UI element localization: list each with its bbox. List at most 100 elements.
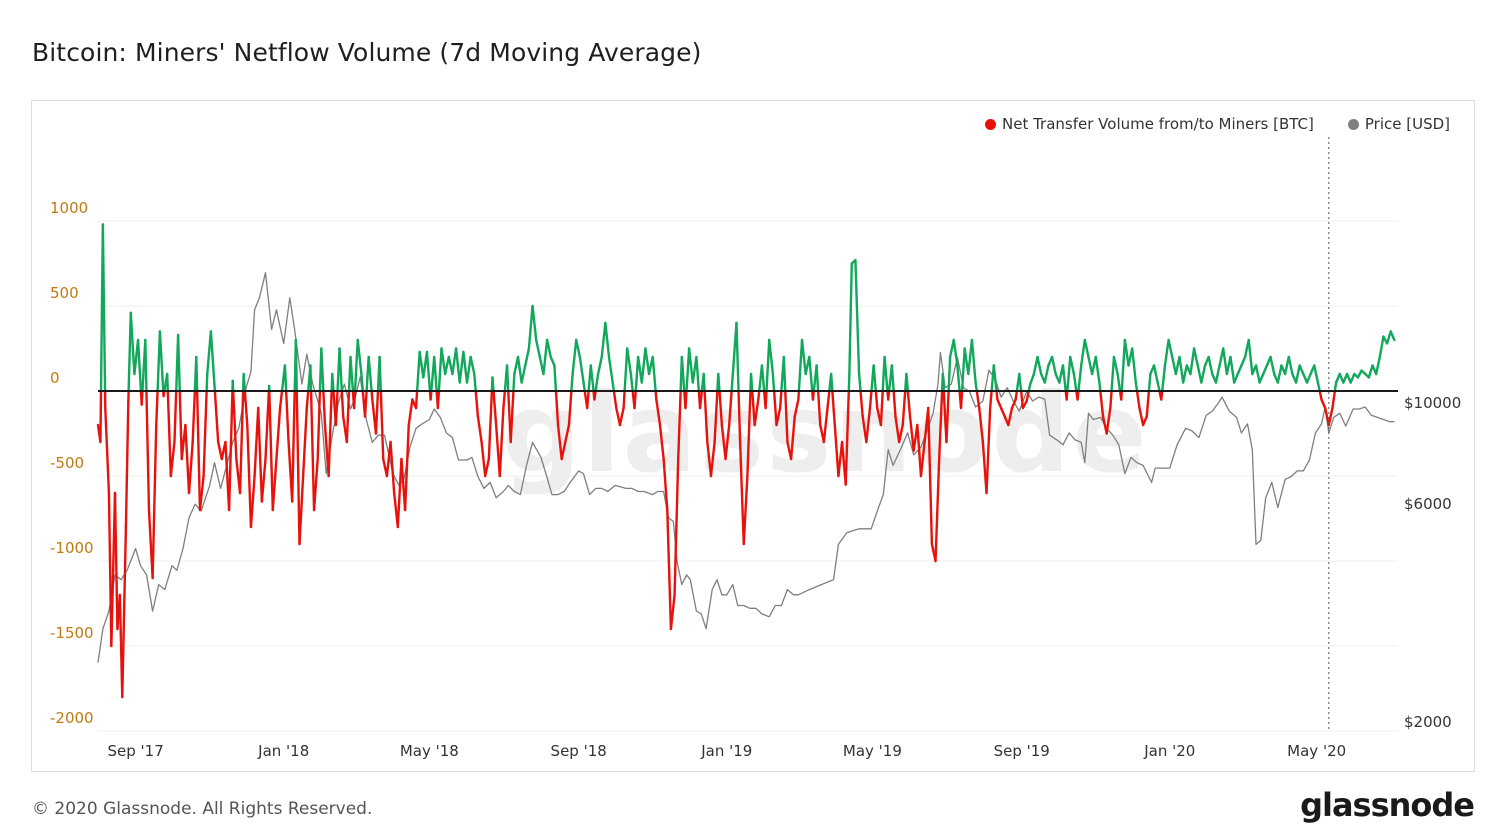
netflow-segment (978, 406, 985, 444)
netflow-segment (363, 389, 368, 418)
netflow-segment (509, 389, 515, 444)
netflow-segment (1222, 347, 1229, 376)
netflow-segment (1021, 400, 1028, 410)
netflow-segment (1214, 364, 1221, 384)
netflow-segment (718, 389, 724, 427)
netflow-segment (1069, 355, 1076, 376)
y-left-tick-label: 500 (50, 284, 79, 302)
netflow-segment (874, 389, 879, 410)
netflow-segment (294, 338, 298, 393)
netflow-segment (549, 355, 556, 367)
netflow-segment (564, 423, 571, 444)
netflow-segment (1134, 381, 1139, 393)
netflow-segment (883, 355, 889, 393)
netflow-segment (808, 355, 814, 393)
netflow-segment (1287, 355, 1294, 376)
legend-item-price[interactable]: Price [USD] (1347, 115, 1450, 133)
netflow-segment (960, 347, 966, 393)
netflow-segment (626, 347, 633, 376)
y-left-tick-label: -1500 (50, 624, 94, 642)
netflow-segment (191, 389, 197, 444)
netflow-segment (1320, 398, 1327, 410)
netflow-segment (418, 350, 425, 379)
netflow-segment (600, 321, 607, 359)
netflow-segment (309, 364, 313, 393)
netflow-segment (1313, 364, 1320, 384)
netflow-segment (327, 389, 333, 478)
netflow-segment (271, 457, 278, 512)
netflow-segment (1079, 338, 1087, 367)
netflow-segment (554, 389, 560, 427)
netflow-segment (1098, 381, 1102, 393)
netflow-segment (669, 593, 676, 631)
netflow-segment (1105, 406, 1112, 435)
netflow-segment (469, 355, 476, 376)
y-left-tick-label: 0 (50, 369, 60, 387)
copyright-footer: © 2020 Glassnode. All Rights Reserved. (32, 799, 373, 819)
netflow-segment (760, 364, 766, 393)
netflow-segment (901, 389, 907, 427)
netflow-segment (144, 338, 148, 393)
netflow-segment (227, 389, 234, 512)
netflow-segment (1236, 364, 1243, 376)
netflow-segment (1374, 355, 1381, 376)
netflow-segment (633, 389, 637, 410)
netflow-segment (353, 338, 359, 393)
netflow-segment (338, 347, 344, 393)
netflow-segment (370, 389, 374, 401)
netflow-chart: 1000 500 0 -500 -1000 -1500 -2000 $10000 $6000 $2… (50, 137, 1461, 760)
netflow-segment (724, 423, 731, 461)
netflow-segment (1007, 406, 1014, 427)
netflow-segment (730, 372, 735, 393)
netflow-segment (623, 347, 629, 393)
netflow-segment (594, 372, 600, 393)
netflow-segment (1156, 381, 1161, 393)
x-tick-label: Jan '18 (257, 742, 309, 760)
netflow-segment (974, 381, 979, 393)
netflow-segment (415, 350, 421, 393)
y-right-tick-label: $2000 (1404, 713, 1452, 731)
netflow-segment (585, 389, 590, 410)
chart-frame: glassnode 1000 500 0 -500 -1000 -1500 -2000 $10… (31, 100, 1475, 772)
netflow-segment (145, 389, 151, 512)
netflow-segment (187, 440, 194, 495)
netflow-segment (429, 389, 433, 401)
netflow-segment (379, 389, 385, 461)
netflow-segment (542, 338, 549, 376)
netflow-segment (1061, 364, 1067, 393)
netflow-segment (1138, 406, 1145, 427)
netflow-segment (151, 423, 158, 580)
netflow-segment (213, 389, 220, 444)
netflow-segment (1112, 355, 1119, 376)
netflow-segment (975, 389, 981, 410)
netflow-segment (340, 389, 345, 418)
netflow-segment (906, 389, 912, 418)
netflow-segment (1385, 330, 1392, 345)
netflow-segment (687, 347, 694, 384)
netflow-segment (268, 389, 274, 512)
netflow-segment (1077, 364, 1083, 393)
netflow-segment (345, 389, 351, 444)
netflow-segment (474, 389, 480, 418)
netflow-segment (264, 389, 271, 461)
netflow-segment (618, 406, 625, 427)
netflow-segment (242, 372, 247, 393)
netflow-segment (136, 338, 143, 393)
netflow-segment (680, 355, 686, 393)
netflow-segment (789, 415, 796, 461)
legend-netflow-label: Net Transfer Volume from/to Miners [BTC] (1002, 115, 1314, 133)
y-left-tick-label: -1000 (50, 539, 94, 557)
netflow-segment (491, 376, 495, 393)
netflow-segment (857, 372, 862, 393)
netflow-segment (374, 389, 380, 435)
netflow-segment (166, 389, 173, 478)
netflow-segment (309, 389, 316, 512)
netflow-segment (462, 350, 469, 384)
y-left-tick-label: -2000 (50, 709, 94, 727)
netflow-segment (1327, 406, 1334, 427)
netflow-segment (312, 457, 319, 512)
x-tick-label: Sep '17 (108, 742, 164, 760)
netflow-segment (1161, 364, 1167, 393)
netflow-segment (349, 355, 355, 393)
legend-item-netflow[interactable]: Net Transfer Volume from/to Miners [BTC] (985, 115, 1314, 133)
